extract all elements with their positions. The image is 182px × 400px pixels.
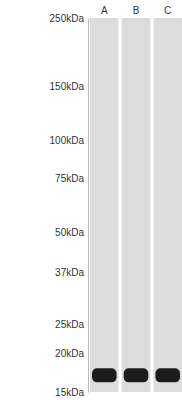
tick: 15kDa bbox=[55, 387, 88, 398]
plot-area bbox=[90, 18, 182, 392]
tick: A bbox=[101, 5, 108, 18]
lane-background bbox=[90, 18, 119, 392]
tick: 25kDa bbox=[55, 319, 88, 330]
lane-label: B bbox=[133, 5, 140, 16]
tick: 150kDa bbox=[50, 81, 88, 92]
lane-background bbox=[153, 18, 182, 392]
tick-label: 150kDa bbox=[50, 81, 85, 92]
tick-label: 50kDa bbox=[55, 227, 84, 238]
lane-label: C bbox=[164, 5, 171, 16]
band bbox=[92, 368, 117, 382]
tick: 37kDa bbox=[55, 267, 88, 278]
tick-label: 100kDa bbox=[50, 135, 85, 146]
tick: 20kDa bbox=[55, 348, 88, 359]
tick: 75kDa bbox=[55, 173, 88, 184]
tick: 50kDa bbox=[55, 227, 88, 238]
band bbox=[155, 368, 180, 382]
tick-label: 37kDa bbox=[55, 267, 84, 278]
y-axis: 250kDa 150kDa 100kDa 75kDa 50kDa 37kDa 25kDa 20… bbox=[50, 13, 89, 398]
tick: B bbox=[133, 5, 140, 18]
tick-label: 25kDa bbox=[55, 319, 84, 330]
tick: C bbox=[164, 5, 171, 18]
tick-label: 75kDa bbox=[55, 173, 84, 184]
lane-background bbox=[122, 18, 151, 392]
axis-line bbox=[88, 19, 89, 393]
x-axis: A B C bbox=[101, 5, 171, 18]
tick: 100kDa bbox=[50, 135, 88, 146]
tick-label: 15kDa bbox=[55, 387, 84, 398]
blot-figure: 250kDa 150kDa 100kDa 75kDa 50kDa 37kDa 25kDa 20… bbox=[0, 0, 182, 400]
band bbox=[124, 368, 149, 382]
tick-label: 20kDa bbox=[55, 348, 84, 359]
tick-label: 250kDa bbox=[50, 13, 85, 24]
lane-label: A bbox=[101, 5, 108, 16]
tick: 250kDa bbox=[50, 13, 88, 24]
